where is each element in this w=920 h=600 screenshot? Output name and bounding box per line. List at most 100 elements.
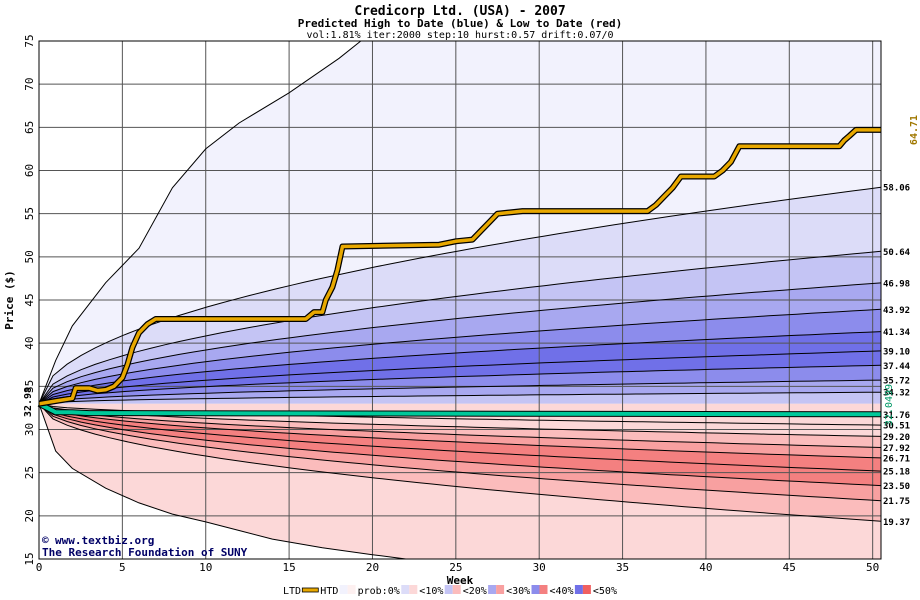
contour-label-26.71: 26.71 [883,454,910,464]
band-upper-4 [39,331,881,404]
contour-label-25.18: 25.18 [883,468,910,478]
y-tick-label-50: 50 [23,250,36,263]
legend-item-2: prob:0% [358,585,418,597]
band-upper-base [39,392,881,404]
band-upper-1 [39,251,881,404]
y-tick-label-25: 25 [23,466,36,479]
contour-label-50.64: 50.64 [883,248,911,258]
legend-swatch-a-5 [488,585,497,594]
x-tick-label-5: 5 [119,561,126,574]
band-lower-3 [39,403,881,472]
contour-upper-46.98 [38,282,882,405]
contour-lower-19.37 [38,403,882,522]
y-tick-label-60: 60 [23,164,36,177]
legend-swatch-b-3 [409,585,418,594]
legend-label-7: <50% [593,586,617,597]
legend-item-7: <50% [593,586,617,597]
y-tick-label-35: 35 [23,380,36,393]
contour-upper-34.32 [38,391,882,405]
contour-upper-50.64 [38,250,882,405]
contour-label-21.75: 21.75 [883,497,910,507]
contour-upper-35.72 [38,379,882,405]
copyright-symbol: © [42,534,49,547]
legend-label-1: HTD [320,586,338,597]
legend-item-5: <30% [506,585,548,597]
axis-ticks: 0 5 10 15 20 25 30 35 40 45 50 15 20 25 30 35 40 45 50 55 60… [23,34,879,574]
watermark-line-1: www.textbiz.org [55,534,154,547]
watermark-line-2: The Research Foundation of SUNY [42,546,248,559]
contour-label-41.34: 41.34 [883,328,911,338]
contour-upper-37.44 [38,364,882,405]
contour-upper-39.10 [38,350,882,405]
contour-upper-58.06 [38,186,882,405]
y-tick-label-40: 40 [23,337,36,350]
x-tick-label-25: 25 [449,561,462,574]
contour-labels: 58.06 50.64 46.98 43.92 41.34 39.10 37.44 35.72… [883,184,911,528]
y-tick-label-45: 45 [23,293,36,306]
y-tick-label-55: 55 [23,207,36,220]
htd-line [38,128,881,406]
y-tick-label-75: 75 [23,34,36,47]
band-upper-5 [39,350,881,404]
legend-swatch-a-2 [339,585,348,594]
contour-lines [38,40,882,560]
band-upper-3 [39,309,881,404]
contour-lower-26.71 [38,403,882,459]
band-upper-6 [39,365,881,404]
max-high-label: 64.71 [909,115,920,145]
contour-label-19.37: 19.37 [883,518,910,528]
contour-lower-21.75 [38,403,882,502]
y-tick-label-20: 20 [23,509,36,522]
band-lower-4 [39,403,881,486]
contour-lower-25.18 [38,403,882,472]
x-axis-label: Week [447,574,474,587]
contour-label-34.32: 34.32 [883,389,910,399]
legend-item-1: HTD [320,585,356,597]
legend-line-1 [301,587,319,593]
band-lower-6 [39,403,881,522]
legend-item-4: <20% [463,585,505,597]
contour-label-43.92: 43.92 [883,306,910,316]
legend-label-4: <20% [463,586,487,597]
start-price-label: 32.98 [23,387,34,417]
legend-swatch-b-2 [347,585,356,594]
envelope-upper-line [38,40,362,404]
x-tick-label-45: 45 [783,561,796,574]
contour-label-23.50: 23.50 [883,482,910,492]
legend-swatch-a-7 [574,585,583,594]
x-tick-label-10: 10 [199,561,212,574]
x-tick-label-15: 15 [282,561,295,574]
contour-label-31.76: 31.76 [883,411,910,421]
y-tick-label-65: 65 [23,121,36,134]
y-tick-label-15: 15 [23,552,36,565]
x-tick-label-35: 35 [616,561,629,574]
series-lines [37,126,882,418]
chart-params: vol:1.81% iter:2000 step:10 hurst:0.57 d… [306,30,613,41]
chart-subtitle: Predicted High to Date (blue) & Low to D… [298,17,623,30]
contour-label-30.51: 30.51 [883,422,910,432]
contour-label-39.10: 39.10 [883,347,910,357]
legend-swatch-b-6 [539,585,548,594]
legend-swatch-b-4 [452,585,461,594]
band-lower-5 [39,403,881,501]
y-tick-label-70: 70 [23,78,36,91]
legend-label-6: <40% [550,586,574,597]
y-tick-label-30: 30 [23,423,36,436]
legend-label-2: prob:0% [358,586,400,597]
legend: LTD HTD prob:0% <10% <20% <30% <40% <50% [283,585,617,597]
ltd-line [38,402,882,417]
legend-swatch-b-5 [496,585,505,594]
contour-lower-27.92 [38,403,882,448]
contour-upper-43.92 [38,308,882,405]
legend-item-6: <40% [550,585,591,597]
band-upper-2 [39,282,881,404]
legend-swatch-a-3 [401,585,410,594]
x-tick-label-50: 50 [866,561,879,574]
contour-upper-41.34 [38,331,882,405]
x-tick-label-30: 30 [533,561,546,574]
contour-label-35.72: 35.72 [883,377,910,387]
band-lower-0 [39,403,881,437]
legend-item-3: <10% [419,585,461,597]
legend-label-5: <30% [506,586,530,597]
